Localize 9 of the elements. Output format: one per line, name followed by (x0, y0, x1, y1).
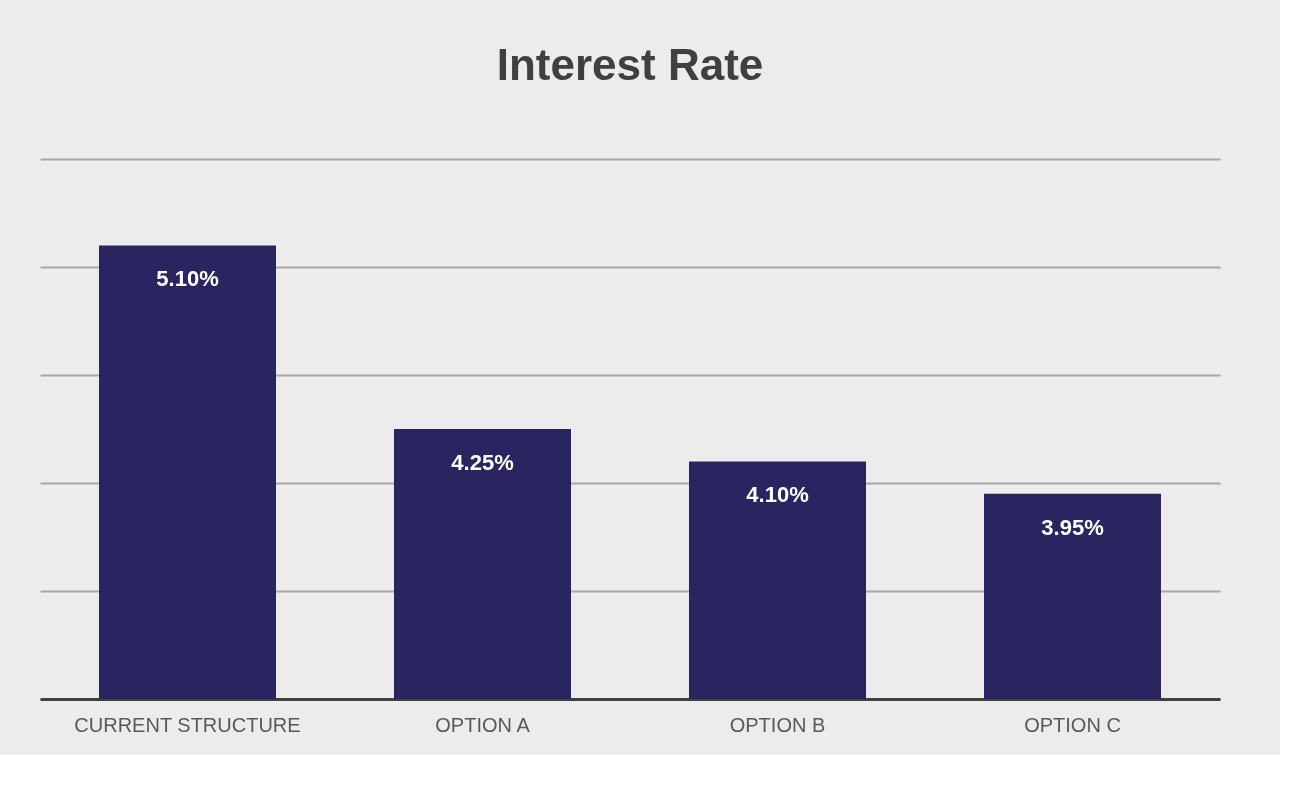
x-tick-label: OPTION B (729, 713, 826, 736)
x-tick-label: OPTION C (1024, 713, 1121, 736)
data-label: 4.25% (451, 450, 514, 475)
data-label: 4.10% (746, 482, 809, 508)
x-tick-label: CURRENT STRUCTURE (74, 713, 301, 736)
data-label: 5.10% (156, 266, 219, 292)
data-label: 3.95% (1041, 514, 1104, 540)
chart-title: Interest Rate (496, 40, 764, 89)
x-tick-label: OPTION A (435, 713, 531, 736)
